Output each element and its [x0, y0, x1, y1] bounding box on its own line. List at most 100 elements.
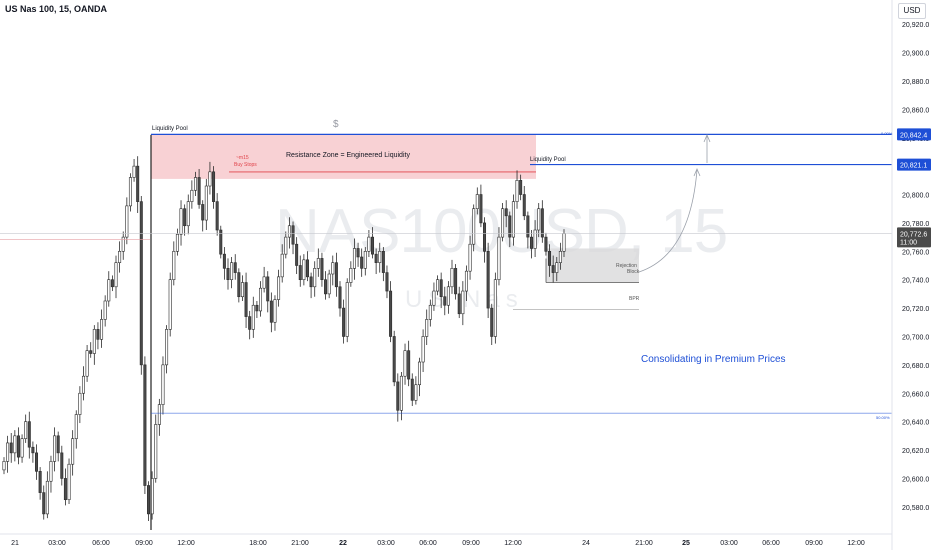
time-axis[interactable]: 21 03:00 06:00 09:00 12:00 18:00 21:00 22 03:00 0…	[0, 533, 892, 547]
symbol-title[interactable]: US Nas 100, 15, OANDA	[5, 4, 108, 14]
candle-body	[504, 208, 508, 217]
time-tick-label: 03:00	[377, 540, 395, 547]
candle-body	[562, 233, 566, 252]
candle-body	[53, 435, 57, 462]
candle-body	[519, 180, 523, 195]
candle-body	[45, 480, 49, 515]
candle-body	[443, 296, 447, 306]
time-tick-label: 24	[582, 540, 590, 547]
candle-body	[114, 262, 118, 288]
candle-body	[38, 471, 42, 493]
candle-body	[121, 236, 125, 252]
candle-body	[251, 304, 255, 330]
candle-body	[49, 461, 53, 482]
candle-body	[280, 253, 284, 278]
candle-body	[67, 463, 71, 501]
candle-body	[273, 299, 277, 323]
candle-body	[161, 364, 165, 405]
time-tick-label: 21:00	[291, 540, 309, 547]
candle-body	[35, 452, 39, 472]
candle-body	[204, 185, 208, 221]
projection-curve	[638, 169, 698, 273]
candle-body	[522, 194, 526, 217]
price-tick-label: 20,740.0	[902, 278, 929, 285]
candle-body	[154, 424, 158, 479]
candle-body	[287, 225, 291, 238]
candle-body	[179, 208, 183, 235]
consolidating-label: Consolidating in Premium Prices	[641, 354, 786, 365]
price-tag-liquidity-top: 20,842.4	[900, 132, 927, 139]
candle-body	[551, 265, 555, 273]
candle-body	[215, 201, 219, 231]
candle-body	[128, 177, 132, 207]
candle-body	[414, 384, 418, 401]
time-tick-label: 09:00	[462, 540, 480, 547]
candle-body	[16, 435, 20, 458]
resistance-zone-label: Resistance Zone = Engineered Liquidity	[286, 152, 410, 159]
candle-body	[316, 258, 320, 269]
candle-body	[269, 300, 273, 323]
candle-body	[240, 282, 244, 298]
candle-body	[511, 201, 515, 238]
candle-body	[533, 229, 537, 249]
candle-body	[537, 208, 541, 231]
candle-body	[439, 279, 443, 298]
candle-body	[371, 236, 375, 255]
price-tick-label: 20,880.0	[902, 79, 929, 86]
candle-body	[410, 378, 414, 401]
candle-body	[219, 229, 223, 255]
liquidity-pool-right-label: Liquidity Pool	[530, 157, 566, 163]
rejection-block-label-1: Rejection	[616, 263, 637, 269]
candle-body	[479, 194, 483, 224]
candle-body	[461, 290, 465, 315]
projection-arrowhead-1	[693, 167, 701, 177]
candle-body	[472, 208, 476, 245]
candle-body	[529, 236, 533, 249]
candle-body	[320, 258, 324, 280]
candle-body	[396, 381, 400, 411]
candle-body	[515, 180, 519, 202]
price-tick-label: 20,780.0	[902, 221, 929, 228]
price-axis[interactable]: 20,920.020,900.020,880.020,860.020,840.0…	[891, 0, 931, 550]
candle-layer	[2, 134, 566, 530]
candle-body	[457, 293, 461, 315]
currency-button[interactable]: USD	[898, 3, 926, 19]
candle-body	[186, 201, 190, 227]
candle-body	[548, 251, 552, 266]
candle-body	[425, 319, 429, 337]
price-tick-label: 20,660.0	[902, 391, 929, 398]
candle-body	[172, 251, 176, 280]
candle-body	[125, 205, 129, 238]
candle-body	[399, 375, 403, 411]
buy-stops-label: Buy Stops	[234, 162, 257, 168]
candle-body	[118, 251, 122, 263]
candle-body	[389, 290, 393, 337]
m15-label: ~m15	[236, 155, 249, 161]
candle-body	[20, 438, 24, 458]
candle-body	[100, 319, 104, 340]
candle-body	[555, 262, 559, 273]
candle-body	[190, 189, 194, 202]
time-tick-label: 25	[682, 540, 690, 547]
price-tag-liquidity-top-bg	[897, 128, 931, 141]
candle-body	[31, 446, 35, 454]
time-tick-label: 09:00	[805, 540, 823, 547]
candle-body	[262, 276, 266, 289]
candle-body	[490, 307, 494, 337]
price-tick-label: 20,760.0	[902, 249, 929, 256]
candle-body	[349, 268, 353, 283]
candle-body	[450, 268, 454, 288]
price-tag-liquidity-bg	[897, 158, 931, 171]
rejection-block-label-2: Block	[627, 269, 640, 275]
candle-body	[544, 236, 548, 252]
candle-body	[302, 259, 306, 280]
candle-body	[327, 273, 331, 295]
candle-body	[338, 286, 342, 309]
candle-body	[356, 248, 360, 258]
candle-body	[266, 276, 270, 302]
candle-body	[6, 442, 10, 462]
candle-body	[367, 236, 371, 252]
candle-body	[342, 307, 346, 337]
